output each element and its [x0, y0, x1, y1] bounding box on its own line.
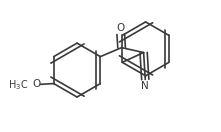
Text: O: O: [117, 23, 125, 33]
Text: H$_3$C: H$_3$C: [8, 78, 28, 92]
Text: O: O: [32, 79, 41, 89]
Text: N: N: [141, 81, 149, 91]
